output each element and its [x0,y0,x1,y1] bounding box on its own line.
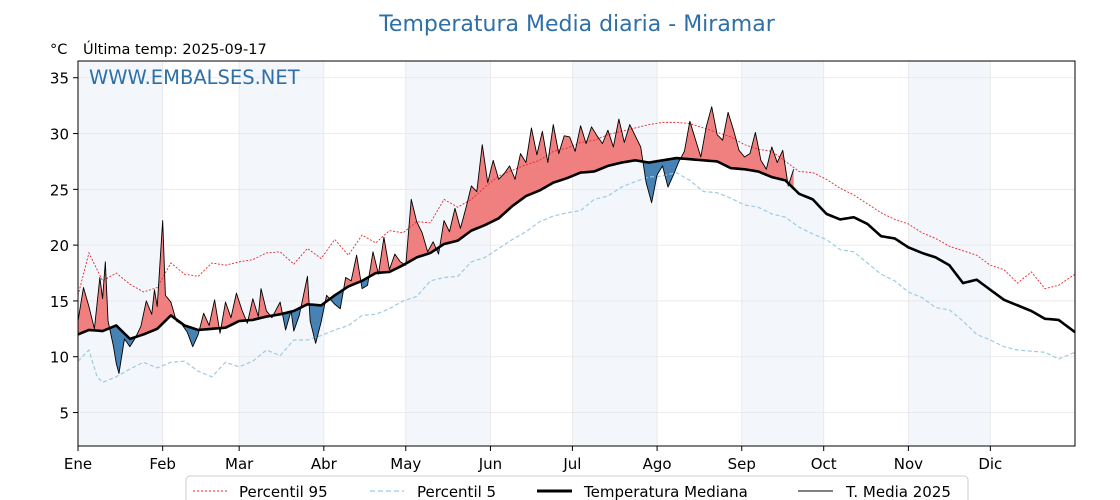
y-axis-ticks: 5 10 15 20 25 30 35 [50,70,78,423]
legend-label-p95: Percentil 95 [239,483,328,500]
x-tick-label: Sep [728,455,756,473]
y-tick-label: 25 [50,181,69,199]
legend-label-current: T. Media 2025 [845,483,951,500]
x-tick-label: May [390,455,421,473]
y-tick-label: 15 [50,293,69,311]
anomaly-below-fill [360,276,369,289]
series-line-median [77,156,1076,341]
month-band [572,61,658,446]
x-tick-label: Jul [562,455,581,473]
y-tick-label: 35 [50,70,69,88]
x-tick-label: Feb [149,455,176,473]
anomaly-below-fill [282,311,291,330]
x-axis-ticks: Ene Feb Mar Abr May Jun Jul Ago Sep Oct Nov Dic [64,446,1002,473]
anomaly-above-fill [439,119,643,247]
y-tick-label: 10 [50,349,69,367]
legend-label-median: Temperatura Mediana [583,483,748,500]
x-tick-label: Oct [811,455,837,473]
chart-title: Temperatura Media diaria - Miramar [378,12,776,37]
x-tick-label: Ago [643,455,672,473]
anomaly-below-fill [642,158,681,203]
legend: Percentil 95 Percentil 5 Temperatura Med… [185,475,969,500]
x-tick-label: Abr [311,455,338,473]
anomaly-above-fill [135,220,176,337]
anomaly-above-fill [78,261,110,335]
x-tick-label: Mar [225,455,254,473]
anomaly-below-fill [329,289,344,309]
x-tick-label: Ene [64,455,92,473]
anomaly-above-fill [199,299,220,330]
anomaly-above-fill [368,251,379,277]
anomaly-above-fill [220,293,247,329]
y-tick-label: 5 [59,405,69,423]
anomaly-below-fill [291,307,301,332]
anomaly-above-fill [273,302,283,316]
y-tick-label: 30 [50,126,69,144]
x-tick-label: Jun [478,455,502,473]
anomaly-above-fill [343,255,361,290]
unit-label: °C [50,42,67,58]
anomaly-above-fill [248,288,271,321]
plot-frame [77,60,1076,447]
y-tick-label: 20 [50,237,69,255]
watermark: WWW.EMBALSES.NET [89,66,300,89]
series-line-current [77,106,795,374]
month-band [78,61,163,446]
x-tick-label: Nov [894,455,923,473]
series-line-p5 [77,171,1076,384]
last-temp-label: Última temp: 2025-09-17 [83,40,267,58]
legend-label-p5: Percentil 5 [417,483,496,500]
legend-box [185,475,969,500]
month-bands [78,61,991,446]
series-lines [77,106,1076,384]
x-tick-label: Dic [978,455,1002,473]
month-band [741,61,824,446]
anomaly-above-fill [680,106,788,183]
